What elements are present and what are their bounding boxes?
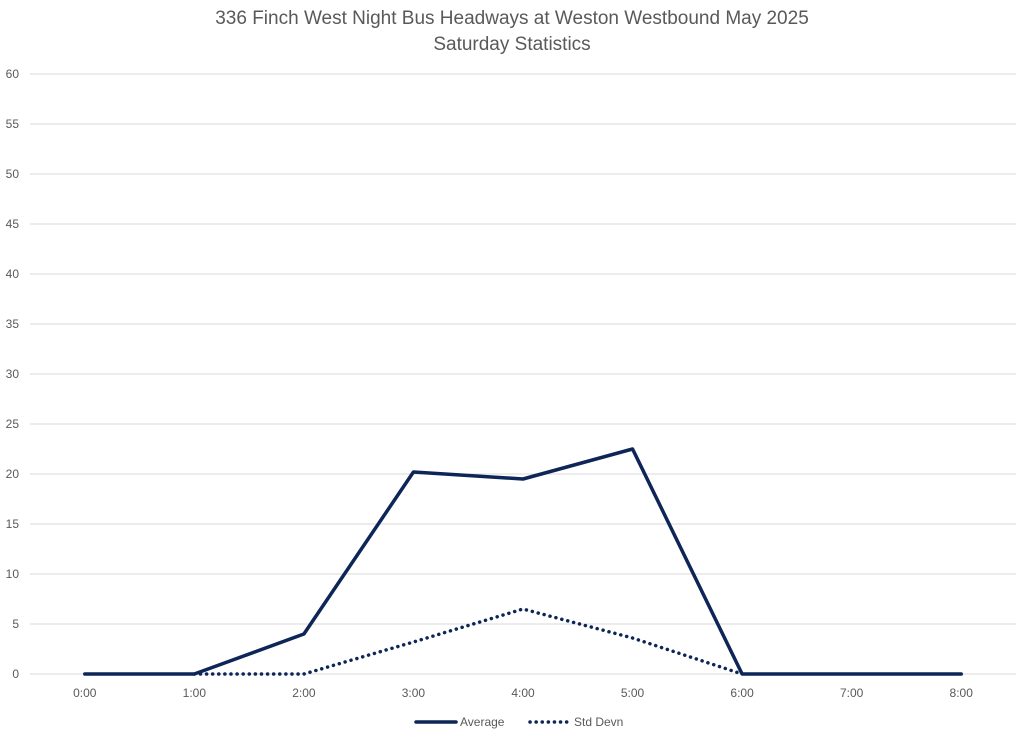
- y-tick-label: 35: [6, 317, 20, 331]
- chart-subtitle: Saturday Statistics: [433, 34, 590, 55]
- y-tick-label: 30: [6, 367, 20, 381]
- y-tick-label: 50: [6, 167, 20, 181]
- legend-label-1: Std Devn: [574, 715, 623, 729]
- y-tick-label: 15: [6, 517, 20, 531]
- y-tick-label: 20: [6, 467, 20, 481]
- y-tick-label: 25: [6, 417, 20, 431]
- y-axis-tick-labels: 0 5 10 15 20 25 30 35 40 45 50 55 60: [6, 67, 20, 681]
- series-line-1: [192, 607, 744, 676]
- y-tick-label: 40: [6, 267, 20, 281]
- chart-title: 336 Finch West Night Bus Headways at Wes…: [215, 8, 809, 29]
- x-tick-label: 8:00: [950, 686, 974, 700]
- series-lines: [83, 447, 963, 676]
- x-tick-label: 1:00: [183, 686, 207, 700]
- x-tick-label: 2:00: [292, 686, 316, 700]
- legend: Average Std Devn: [414, 715, 623, 729]
- x-tick-label: 0:00: [73, 686, 97, 700]
- x-tick-label: 3:00: [402, 686, 426, 700]
- y-tick-label: 60: [6, 67, 20, 81]
- series-line-0: [83, 447, 963, 676]
- y-tick-label: 5: [12, 617, 19, 631]
- x-tick-label: 4:00: [511, 686, 535, 700]
- x-axis-tick-labels: 0:00 1:00 2:00 3:00 4:00 5:00 6:00 7:00 8:00: [73, 686, 973, 700]
- x-tick-label: 5:00: [621, 686, 645, 700]
- x-tick-label: 6:00: [730, 686, 754, 700]
- x-tick-label: 7:00: [840, 686, 864, 700]
- y-tick-label: 45: [6, 217, 20, 231]
- y-tick-label: 0: [12, 667, 19, 681]
- y-tick-label: 55: [6, 117, 20, 131]
- gridlines: [30, 73, 1016, 675]
- legend-label-0: Average: [460, 715, 505, 729]
- y-tick-label: 10: [6, 567, 20, 581]
